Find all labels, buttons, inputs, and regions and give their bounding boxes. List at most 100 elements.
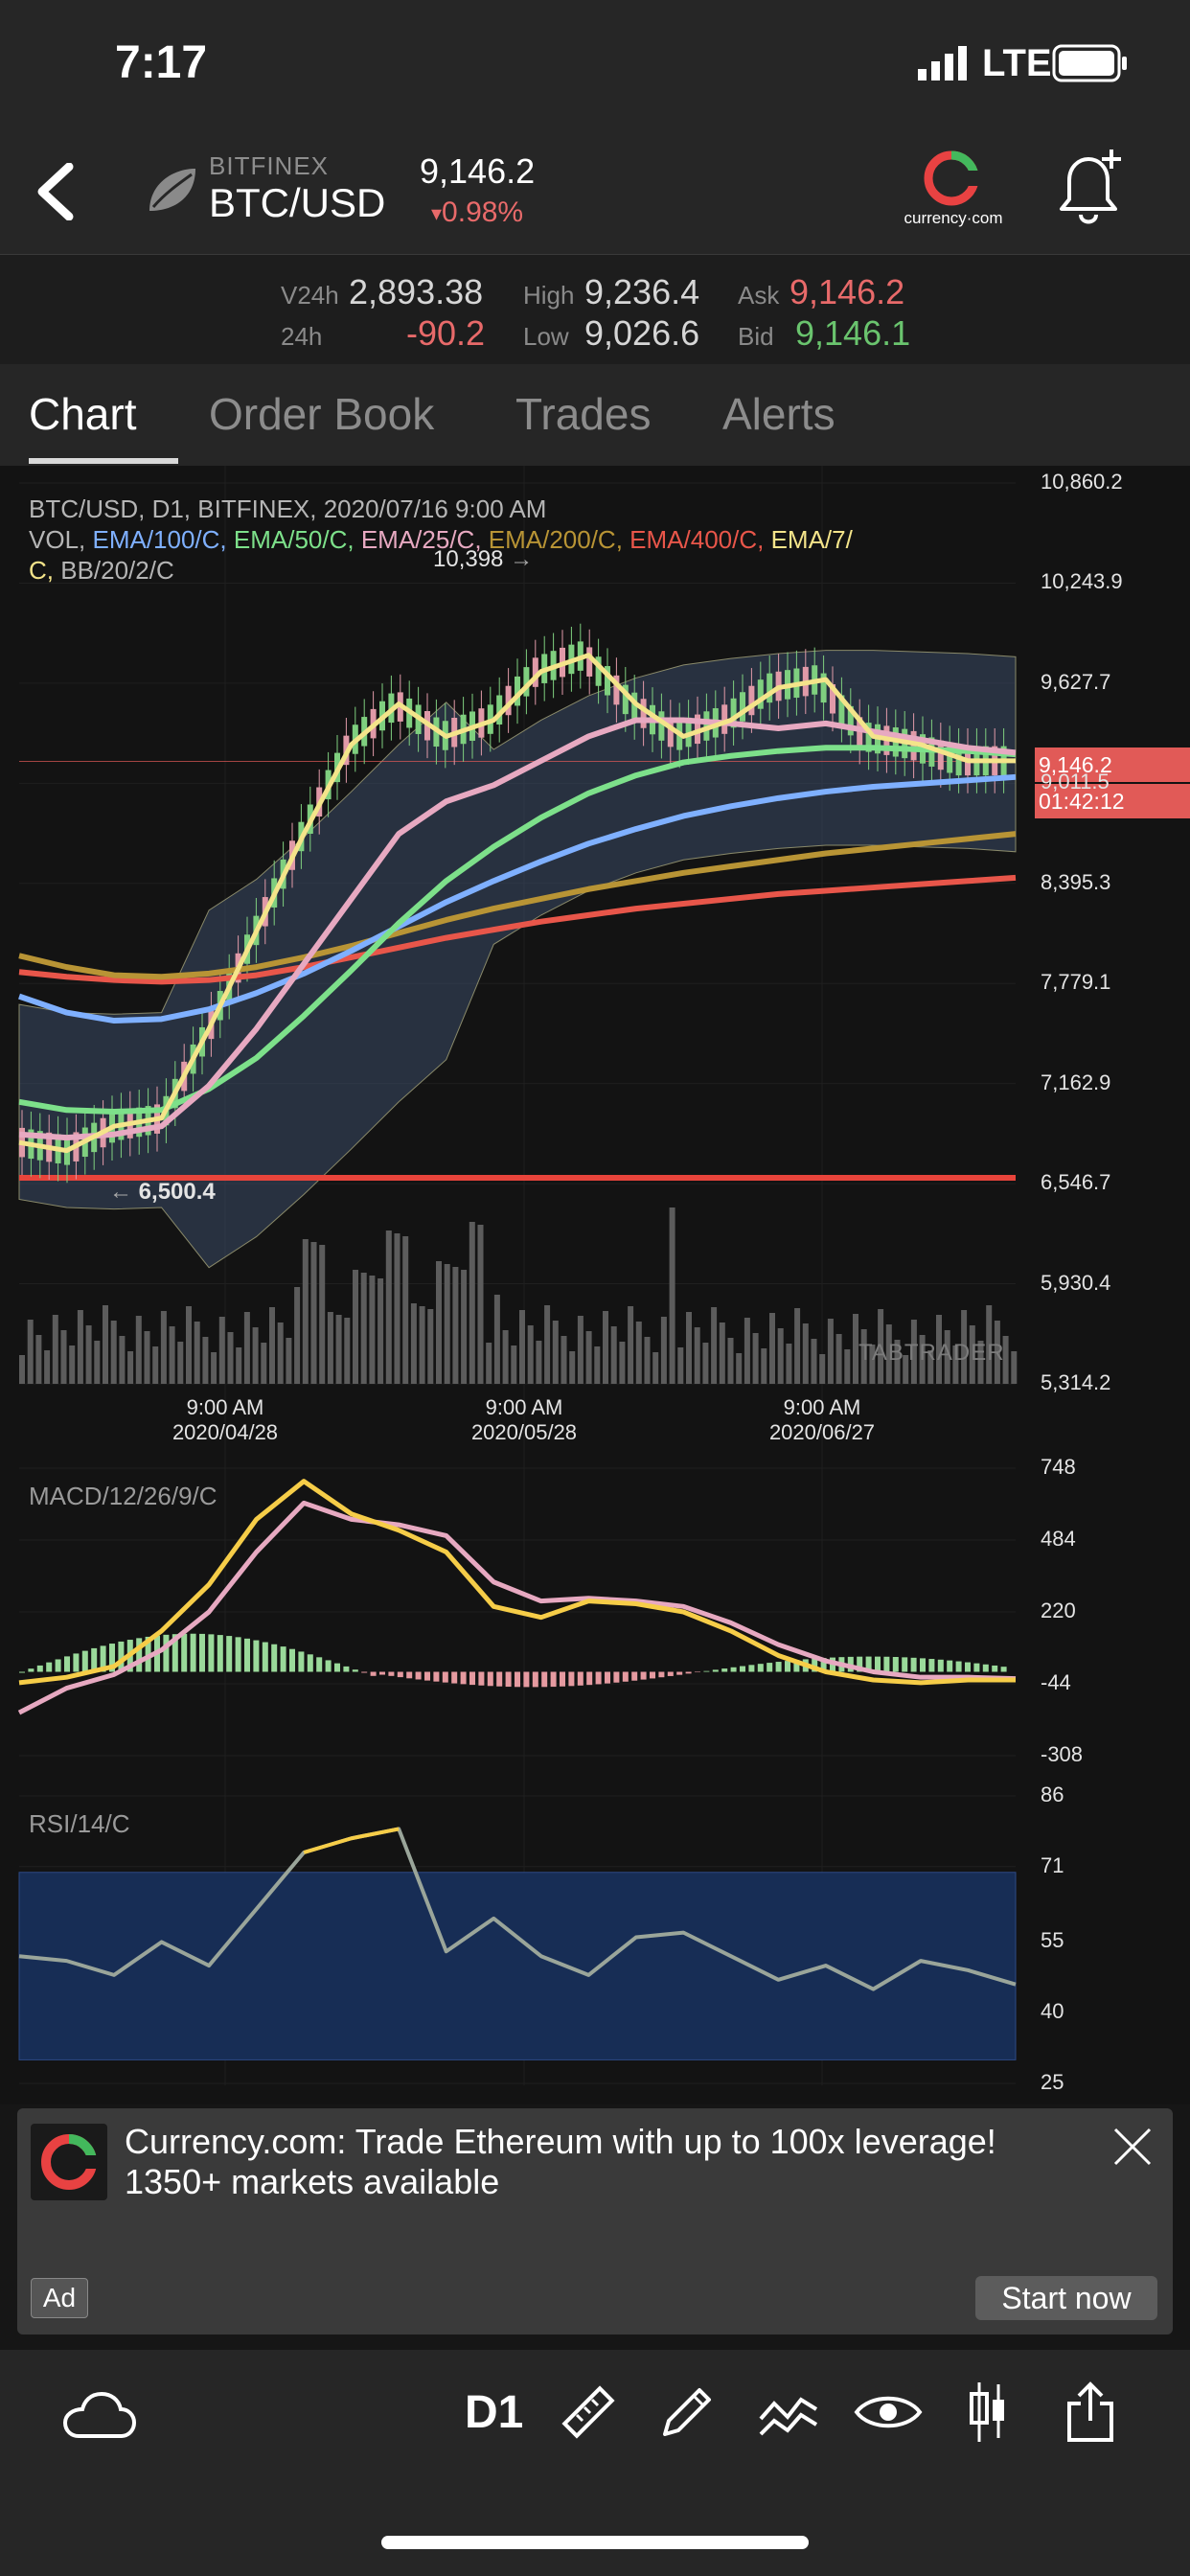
timeframe-button[interactable]: D1 [465,2387,524,2438]
series-ema-50-c [18,745,1017,1115]
volume-bar [619,1342,626,1384]
macd-histogram-bar [271,1644,278,1672]
volume-bar [835,1334,842,1384]
x-axis-tick: 9:00 AM 2020/05/28 [428,1395,620,1445]
v24h-value: 2,893.38 [349,272,484,311]
macd-histogram-bar [865,1656,872,1672]
h24-label: 24h [281,322,323,351]
volume-bar [127,1351,134,1384]
volume-bar [744,1318,750,1384]
macd-histogram-bar [892,1657,899,1672]
eye-icon[interactable] [853,2390,924,2434]
start-now-button[interactable]: Start now [975,2276,1157,2320]
x-axis-tick-date: 2020/04/28 [172,1420,279,1444]
macd-histogram-bar [190,1633,196,1672]
y-axis-tick: 55 [1041,1928,1064,1953]
macd-histogram-bar [650,1671,655,1679]
macd-histogram-bar [316,1657,323,1672]
tab-alerts[interactable]: Alerts [722,389,835,439]
indicator-legend: VOL, EMA/100/C, EMA/50/C, EMA/25/C, EMA/… [29,525,853,555]
volume-bar [986,1305,993,1384]
volume-bar [186,1306,192,1384]
macd-histogram-bar [235,1637,241,1672]
candle [757,679,764,709]
currency-com-button[interactable]: currency·com [896,146,1011,232]
volume-bar [903,1355,909,1384]
candles-icon[interactable] [968,2380,1010,2444]
y-axis-tick: 10,243.9 [1041,569,1123,594]
x-axis-tick: 9:00 AM 2020/06/27 [726,1395,918,1445]
macd-histogram-bar [982,1664,989,1672]
ruler-icon[interactable] [558,2382,617,2442]
indicator-ema-25-c[interactable]: EMA/25/C, [360,525,489,554]
ad-text[interactable]: Currency.com: Trade Ethereum with up to … [125,2122,996,2201]
indicator-ema-100-c[interactable]: EMA/100/C, [92,525,234,554]
volume-bar [511,1346,517,1384]
pencil-icon[interactable] [657,2382,715,2442]
indicator-c[interactable]: C, [29,556,61,585]
indicator-legend-2: C, BB/20/2/C [29,556,174,586]
bell-plus-icon[interactable] [1048,146,1129,232]
volume-bar [194,1322,200,1384]
series-macd-signal [17,1500,1017,1715]
volume-bar [919,1335,926,1384]
y-axis-tick: -308 [1041,1742,1084,1766]
indicator-ema-200-c[interactable]: EMA/200/C, [488,525,630,554]
low-marker-value: 6,500.4 [138,1179,216,1205]
volume-bar [669,1208,675,1384]
series-rsi [18,1827,1017,1991]
volume-bar [378,1278,384,1384]
macd-histogram-bar [577,1671,584,1686]
volume-bar [385,1230,392,1384]
macd-histogram-bar [622,1671,629,1682]
volume-bar [977,1341,984,1384]
macd-histogram-bar [883,1656,890,1672]
close-icon[interactable] [1111,2126,1154,2168]
volume-bar [677,1347,684,1384]
macd-histogram-bar [55,1659,61,1672]
macd-histogram-bar [667,1671,674,1676]
macd-histogram-bar [307,1654,313,1672]
candle [730,698,737,728]
volume-bar [144,1331,150,1384]
volume-bar [577,1316,584,1384]
series-ema-200-c [18,831,1017,980]
candle [631,692,638,723]
candle [523,667,530,697]
macd-histogram-bar [937,1659,944,1672]
volume-bar [360,1273,367,1384]
indicator-vol[interactable]: VOL, [29,525,93,554]
macd-histogram-bar [902,1657,908,1672]
macd-histogram-bar [469,1671,475,1686]
pair-name[interactable]: BTC/USD [209,180,386,225]
chart-canvas[interactable] [0,466,1190,2104]
v24h-label: V24h [281,281,339,310]
volume-bar [694,1327,700,1384]
indicators-icon[interactable] [757,2384,820,2440]
indicator-ema-400-c[interactable]: EMA/400/C, [629,525,771,554]
volume-bar [603,1311,608,1384]
macd-histogram-bar [767,1663,773,1672]
tab-order-book[interactable]: Order Book [209,389,435,439]
macd-histogram-bar [568,1671,575,1687]
macd-histogram-bar [586,1671,593,1686]
macd-histogram-bar [712,1669,719,1672]
back-arrow-icon[interactable] [34,163,77,220]
share-icon[interactable] [1064,2380,1117,2444]
volume-bar [169,1326,175,1384]
volume-bar [519,1310,525,1384]
macd-histogram-bar [208,1634,215,1672]
volume-bar [110,1321,117,1384]
volume-bar [452,1267,459,1384]
y-axis-tick: 40 [1041,1999,1064,2024]
y-axis-tick: 5,314.2 [1041,1370,1111,1394]
tab-chart[interactable]: Chart [29,389,137,439]
indicator-ema-50-c[interactable]: EMA/50/C, [233,525,361,554]
tab-trades[interactable]: Trades [515,389,652,439]
volume-bar [135,1316,142,1384]
cloud-icon[interactable] [61,2390,138,2444]
volume-bar [177,1342,184,1384]
indicator-bb-20-2-c[interactable]: BB/20/2/C [60,556,174,585]
ask-label: Ask [738,281,780,310]
indicator-ema-7[interactable]: EMA/7/ [770,525,853,554]
